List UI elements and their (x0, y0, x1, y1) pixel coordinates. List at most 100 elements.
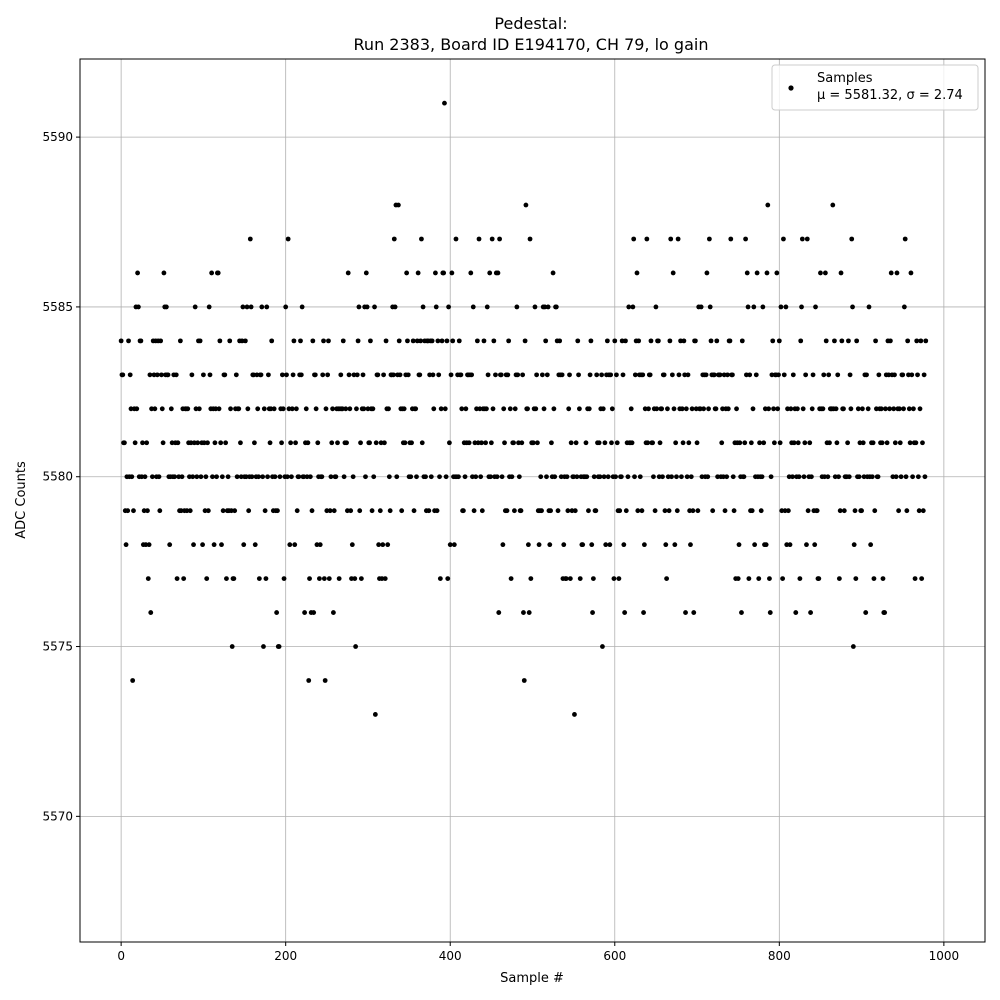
data-point (423, 474, 428, 480)
data-point (853, 576, 859, 582)
data-point (281, 576, 287, 582)
data-point (724, 474, 730, 480)
data-point (227, 338, 233, 344)
data-point (136, 304, 141, 310)
data-point (346, 372, 352, 378)
data-point (870, 440, 876, 446)
data-point (601, 474, 607, 480)
data-point (272, 474, 278, 480)
data-point (434, 508, 440, 514)
data-point (512, 406, 518, 412)
data-point (799, 304, 804, 310)
y-tick-label: 5570 (42, 809, 73, 823)
data-point (343, 406, 349, 412)
data-point (790, 372, 796, 378)
data-point (567, 576, 573, 582)
data-point (504, 508, 510, 514)
data-point (812, 542, 818, 548)
data-point (644, 236, 650, 242)
data-point (331, 610, 336, 615)
data-point (756, 576, 762, 582)
data-point (863, 610, 869, 615)
data-point (433, 270, 438, 276)
data-point (651, 474, 656, 480)
data-point (761, 440, 767, 446)
data-point (611, 576, 617, 582)
data-point (763, 542, 769, 548)
data-point (499, 474, 505, 480)
data-point (375, 372, 381, 378)
data-point (195, 440, 201, 446)
data-point (674, 508, 680, 514)
data-point (372, 304, 377, 310)
data-point (327, 508, 333, 514)
data-point (518, 508, 524, 514)
data-point (776, 372, 781, 378)
data-point (288, 440, 294, 446)
data-point (542, 304, 548, 310)
data-point (652, 508, 658, 514)
data-point (148, 610, 154, 615)
data-point (735, 576, 741, 582)
data-point (373, 440, 379, 446)
data-point (290, 372, 296, 378)
data-point (501, 406, 507, 412)
data-point (202, 508, 208, 514)
data-point (158, 338, 164, 344)
data-point (248, 304, 254, 310)
legend-marker (788, 85, 794, 91)
data-point (833, 406, 839, 412)
data-point (209, 270, 215, 276)
data-point (832, 338, 837, 344)
data-point (323, 406, 329, 412)
data-point (474, 406, 479, 412)
data-point (441, 270, 447, 276)
data-point (577, 576, 583, 582)
data-point (201, 440, 207, 446)
data-point (289, 474, 294, 480)
data-point (244, 304, 250, 310)
data-point (447, 542, 453, 548)
data-point (340, 406, 345, 412)
data-point (189, 372, 195, 378)
data-point (336, 576, 342, 582)
data-point (150, 474, 155, 480)
data-point (161, 270, 167, 276)
data-point (364, 304, 370, 310)
data-point (905, 338, 911, 344)
data-point (163, 304, 169, 310)
data-point (462, 474, 468, 480)
data-point (238, 440, 243, 446)
data-point (778, 304, 784, 310)
data-point (428, 474, 434, 480)
data-point (711, 372, 717, 378)
data-point (312, 372, 318, 378)
data-point (880, 576, 886, 582)
legend-series-name: Samples (817, 71, 873, 86)
data-point (128, 406, 134, 412)
data-point (653, 304, 659, 310)
data-point (751, 304, 757, 310)
data-point (697, 406, 703, 412)
data-point (620, 372, 626, 378)
data-point (728, 236, 734, 242)
data-point (210, 474, 215, 480)
data-point (211, 542, 217, 548)
data-point (367, 440, 372, 446)
data-point (394, 474, 400, 480)
data-point (641, 542, 647, 548)
data-point (263, 576, 269, 582)
data-point (396, 338, 402, 344)
data-point (736, 542, 742, 548)
data-point (921, 372, 927, 378)
data-point (330, 406, 335, 412)
data-point (349, 542, 355, 548)
data-point (725, 406, 731, 412)
data-point (169, 440, 175, 446)
data-point (864, 372, 869, 378)
data-point (324, 508, 330, 514)
data-point (438, 406, 444, 412)
data-point (458, 372, 464, 378)
data-point (122, 440, 127, 446)
x-tick-label: 200 (274, 949, 297, 963)
